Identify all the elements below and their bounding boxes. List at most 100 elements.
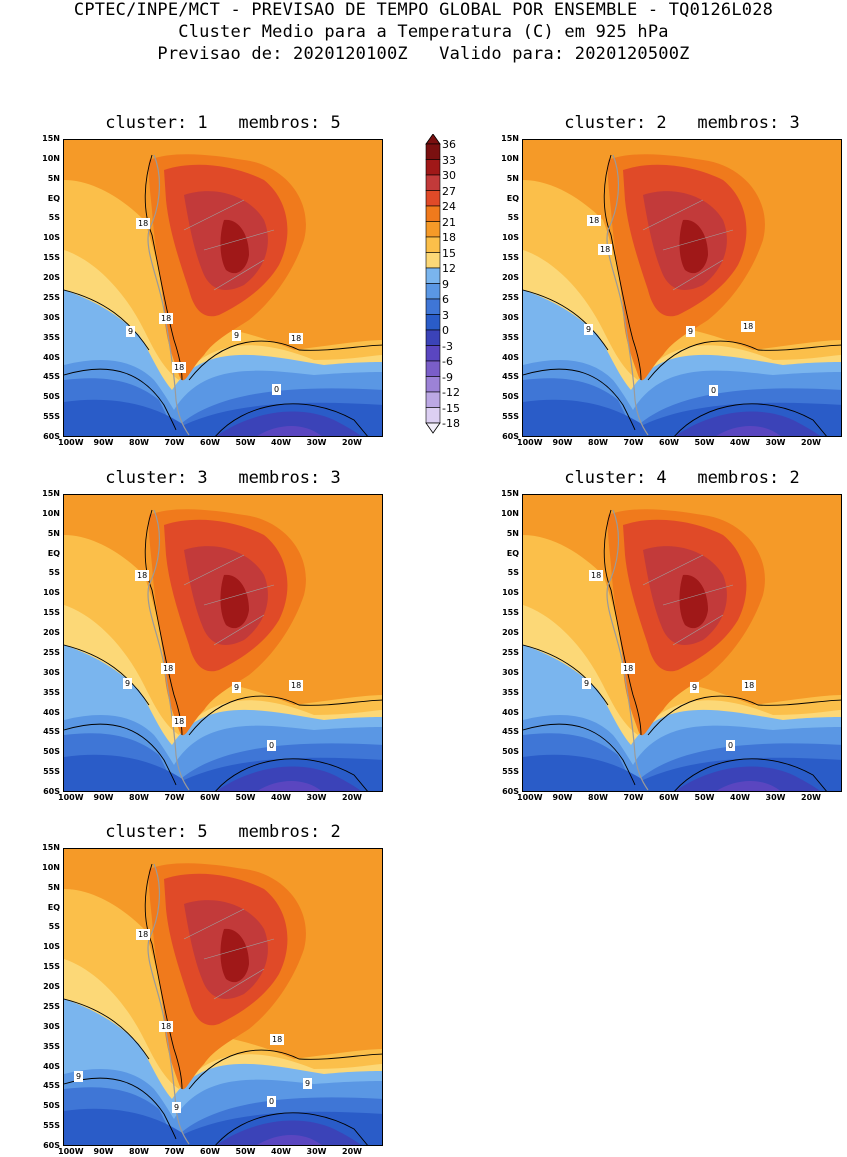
contour-label: 9 (126, 326, 136, 337)
latitude-tick-label: 30S (502, 312, 519, 322)
legend-label: 33 (442, 153, 456, 167)
field-contour (674, 403, 827, 436)
latitude-tick-label: 25S (43, 292, 60, 302)
legend-label: 24 (442, 200, 456, 213)
field-contour (523, 723, 636, 786)
longitude-tick-label: 80W (129, 438, 149, 447)
color-legend: 36 33 30 27 24 21 18 15 12 9 6 3 0 -3 -6 -9 -12 -15 -18 (425, 133, 485, 444)
field-contour (147, 863, 190, 1145)
longitude-tick-label: 60W (200, 438, 220, 447)
legend-color-box (425, 314, 441, 331)
latitude-tick-label: 35S (43, 687, 60, 697)
field-contour (64, 289, 150, 351)
longitude-tick-label: 80W (129, 1147, 149, 1156)
field-contour (216, 1120, 362, 1145)
legend-label: 18 (442, 231, 456, 244)
contour-label: 18 (172, 716, 187, 727)
longitude-tick-label: 60W (200, 1147, 220, 1156)
legend-color-box (425, 329, 441, 346)
header-line-1: CPTEC/INPE/MCT - PREVISAO DE TEMPO GLOBA… (73, 0, 774, 20)
latitude-tick-label: EQ (506, 193, 519, 203)
field-contour (183, 199, 275, 291)
contour-label: 18 (587, 215, 602, 226)
cluster-title: cluster: 2 membros: 3 (564, 113, 800, 133)
legend-label: 30 (442, 169, 456, 182)
field-contour (523, 644, 609, 706)
longitude-tick-label: 40W (730, 793, 750, 802)
longitude-tick-label: 20W (342, 1147, 362, 1156)
legend-top-arrow (425, 133, 441, 145)
field-contour (523, 289, 609, 351)
legend-label: -6 (442, 355, 453, 368)
latitude-tick-label: 15N (42, 134, 60, 143)
legend-label: 6 (442, 293, 449, 306)
latitude-tick-label: 5S (48, 213, 60, 223)
legend-label: -12 (442, 386, 460, 399)
latitude-tick-label: EQ (47, 902, 60, 912)
temperature-field-map (523, 495, 841, 791)
latitude-tick-label: 35S (43, 332, 60, 342)
longitude-tick-label: 20W (801, 438, 821, 447)
field-contour (64, 723, 177, 786)
latitude-tick-label: 15N (501, 134, 519, 143)
longitude-tick-label: 80W (129, 793, 149, 802)
latitude-tick-label: 45S (43, 1081, 60, 1091)
contour-label: 9 (582, 678, 592, 689)
temperature-field-map (64, 495, 382, 791)
latitude-tick-label: 15N (42, 843, 60, 852)
latitude-tick-label: 20S (43, 273, 60, 283)
latitude-tick-label: 15S (502, 253, 519, 263)
legend-color-box (425, 345, 441, 362)
longitude-tick-label: 70W (164, 793, 185, 802)
longitude-tick-label: 80W (588, 793, 608, 802)
latitude-tick-label: 5S (507, 213, 519, 223)
field-contour (220, 928, 249, 983)
latitude-tick-label: 45S (43, 727, 60, 737)
contour-label: 18 (161, 663, 176, 674)
longitude-tick-label: 20W (342, 793, 362, 802)
longitude-tick-label: 50W (235, 793, 256, 802)
cluster-map: 18 18 9 9 18 0 (522, 494, 842, 792)
latitude-tick-label: 25S (502, 292, 519, 302)
latitude-tick-label: 55S (43, 1121, 60, 1131)
longitude-tick-label: 50W (235, 1147, 256, 1156)
legend-label: -3 (442, 339, 453, 353)
field-contour (679, 574, 708, 629)
temperature-field-map (523, 140, 841, 436)
latitude-tick-label: 35S (502, 332, 519, 342)
latitude-tick-label: 15S (502, 608, 519, 618)
contour-label: 18 (136, 218, 151, 229)
longitude-tick-label: 70W (164, 438, 185, 447)
latitude-tick-label: 60S (43, 787, 60, 796)
header-line-3: Previsao de: 2020120100Z Valido para: 20… (157, 44, 690, 64)
latitude-tick-label: 10N (42, 862, 60, 872)
latitude-tick-label: 15N (501, 489, 519, 498)
latitude-tick-label: 45S (502, 727, 519, 737)
legend-label: -9 (442, 370, 453, 384)
legend-label: 3 (442, 308, 449, 322)
field-contour (257, 426, 322, 436)
legend-label: 12 (442, 262, 456, 275)
contour-label: 9 (232, 682, 242, 693)
contour-label: 9 (686, 326, 696, 337)
longitude-tick-label: 50W (235, 438, 256, 447)
latitude-tick-label: 30S (43, 1021, 60, 1031)
longitude-tick-label: 90W (552, 438, 573, 447)
legend-color-box (425, 298, 441, 315)
legend-label: 27 (442, 184, 456, 198)
latitude-tick-label: 5N (506, 528, 519, 538)
field-contour (675, 766, 821, 791)
longitude-tick-label: 60W (200, 793, 220, 802)
field-contour (64, 998, 150, 1060)
longitude-tick-label: 50W (694, 793, 715, 802)
contour-label: 18 (159, 1021, 174, 1032)
latitude-tick-label: 45S (502, 372, 519, 382)
field-contour (216, 766, 362, 791)
longitude-tick-label: 90W (93, 1147, 114, 1156)
contour-label: 18 (159, 313, 174, 324)
cluster-title: cluster: 5 membros: 2 (105, 822, 341, 842)
contour-label: 0 (709, 385, 719, 396)
legend-color-box (425, 376, 441, 393)
contour-label: 18 (741, 321, 756, 332)
longitude-tick-label: 30W (765, 438, 786, 447)
